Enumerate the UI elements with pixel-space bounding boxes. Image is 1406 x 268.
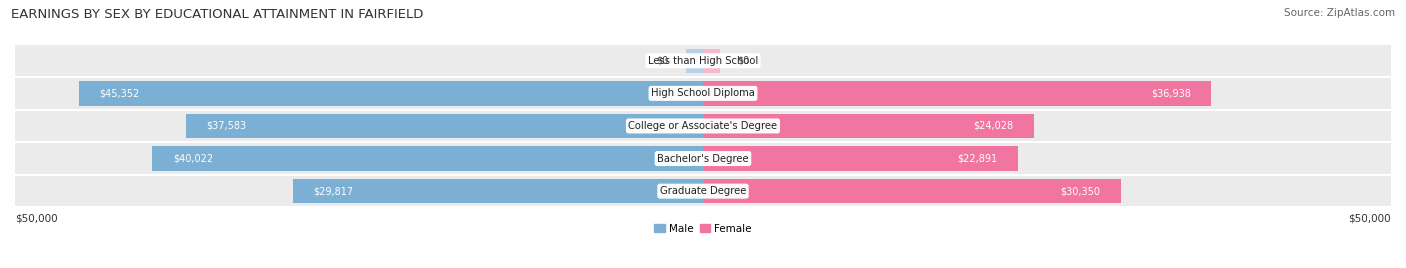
Bar [703, 114, 1033, 138]
Text: $40,022: $40,022 [173, 154, 214, 163]
Text: Less than High School: Less than High School [648, 56, 758, 66]
Text: $50,000: $50,000 [15, 213, 58, 223]
Bar [292, 179, 703, 203]
Bar [703, 49, 720, 73]
Bar [186, 114, 703, 138]
Legend: Male, Female: Male, Female [650, 220, 756, 238]
Text: $45,352: $45,352 [100, 88, 139, 98]
Text: $36,938: $36,938 [1150, 88, 1191, 98]
Text: High School Diploma: High School Diploma [651, 88, 755, 98]
Text: $0: $0 [657, 56, 669, 66]
Text: $29,817: $29,817 [314, 186, 353, 196]
Text: $37,583: $37,583 [207, 121, 246, 131]
Bar [152, 146, 703, 171]
Bar [15, 110, 1391, 142]
Text: Source: ZipAtlas.com: Source: ZipAtlas.com [1284, 8, 1395, 18]
Bar [79, 81, 703, 106]
Bar [703, 179, 1121, 203]
Bar [15, 142, 1391, 175]
Text: EARNINGS BY SEX BY EDUCATIONAL ATTAINMENT IN FAIRFIELD: EARNINGS BY SEX BY EDUCATIONAL ATTAINMEN… [11, 8, 423, 21]
Text: $22,891: $22,891 [957, 154, 997, 163]
Text: Bachelor's Degree: Bachelor's Degree [657, 154, 749, 163]
Bar [15, 44, 1391, 77]
Text: $24,028: $24,028 [973, 121, 1012, 131]
Bar [703, 81, 1211, 106]
Bar [686, 49, 703, 73]
Text: College or Associate's Degree: College or Associate's Degree [628, 121, 778, 131]
Text: $50,000: $50,000 [1348, 213, 1391, 223]
Bar [703, 146, 1018, 171]
Bar [15, 175, 1391, 207]
Text: $30,350: $30,350 [1060, 186, 1099, 196]
Text: $0: $0 [737, 56, 749, 66]
Bar [15, 77, 1391, 110]
Text: Graduate Degree: Graduate Degree [659, 186, 747, 196]
